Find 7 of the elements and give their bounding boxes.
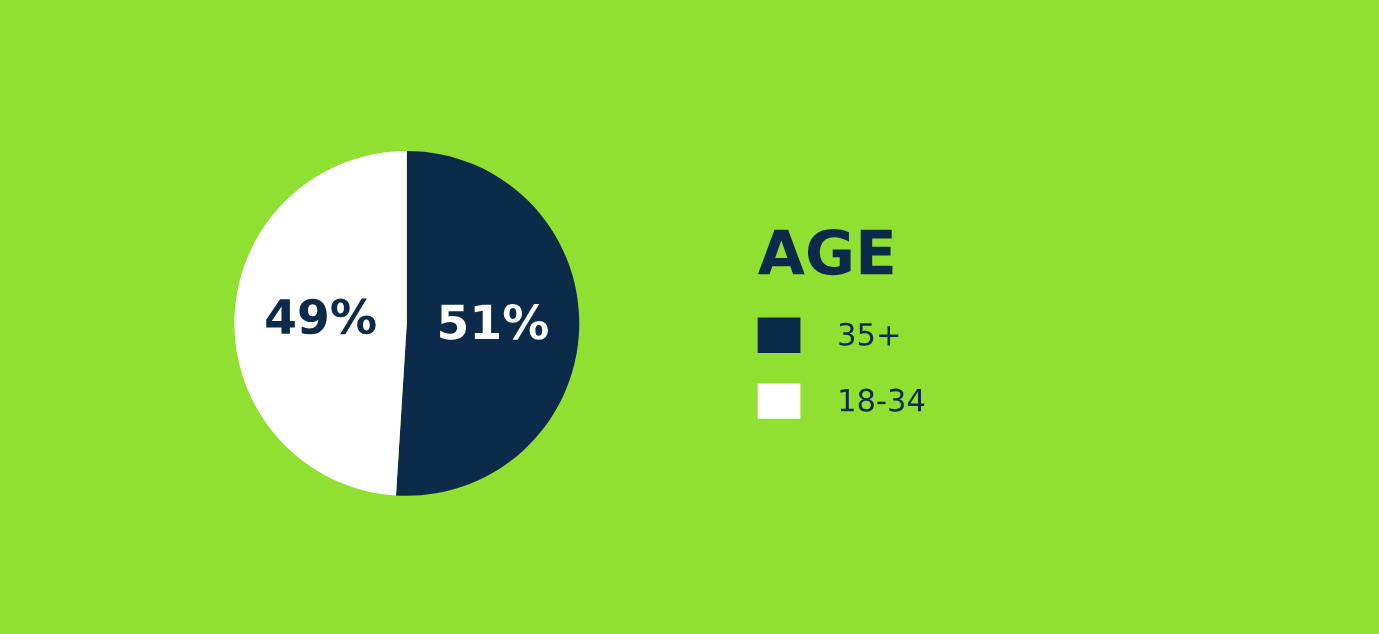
data-label: 49% xyxy=(266,298,376,335)
pie-slice xyxy=(395,150,580,496)
legend-label: 35+ xyxy=(839,322,899,346)
legend-label: 18-34 xyxy=(840,388,925,412)
data-label: 51% xyxy=(440,304,548,340)
legend-title: AGE xyxy=(757,229,893,276)
pie-slice xyxy=(234,150,407,496)
